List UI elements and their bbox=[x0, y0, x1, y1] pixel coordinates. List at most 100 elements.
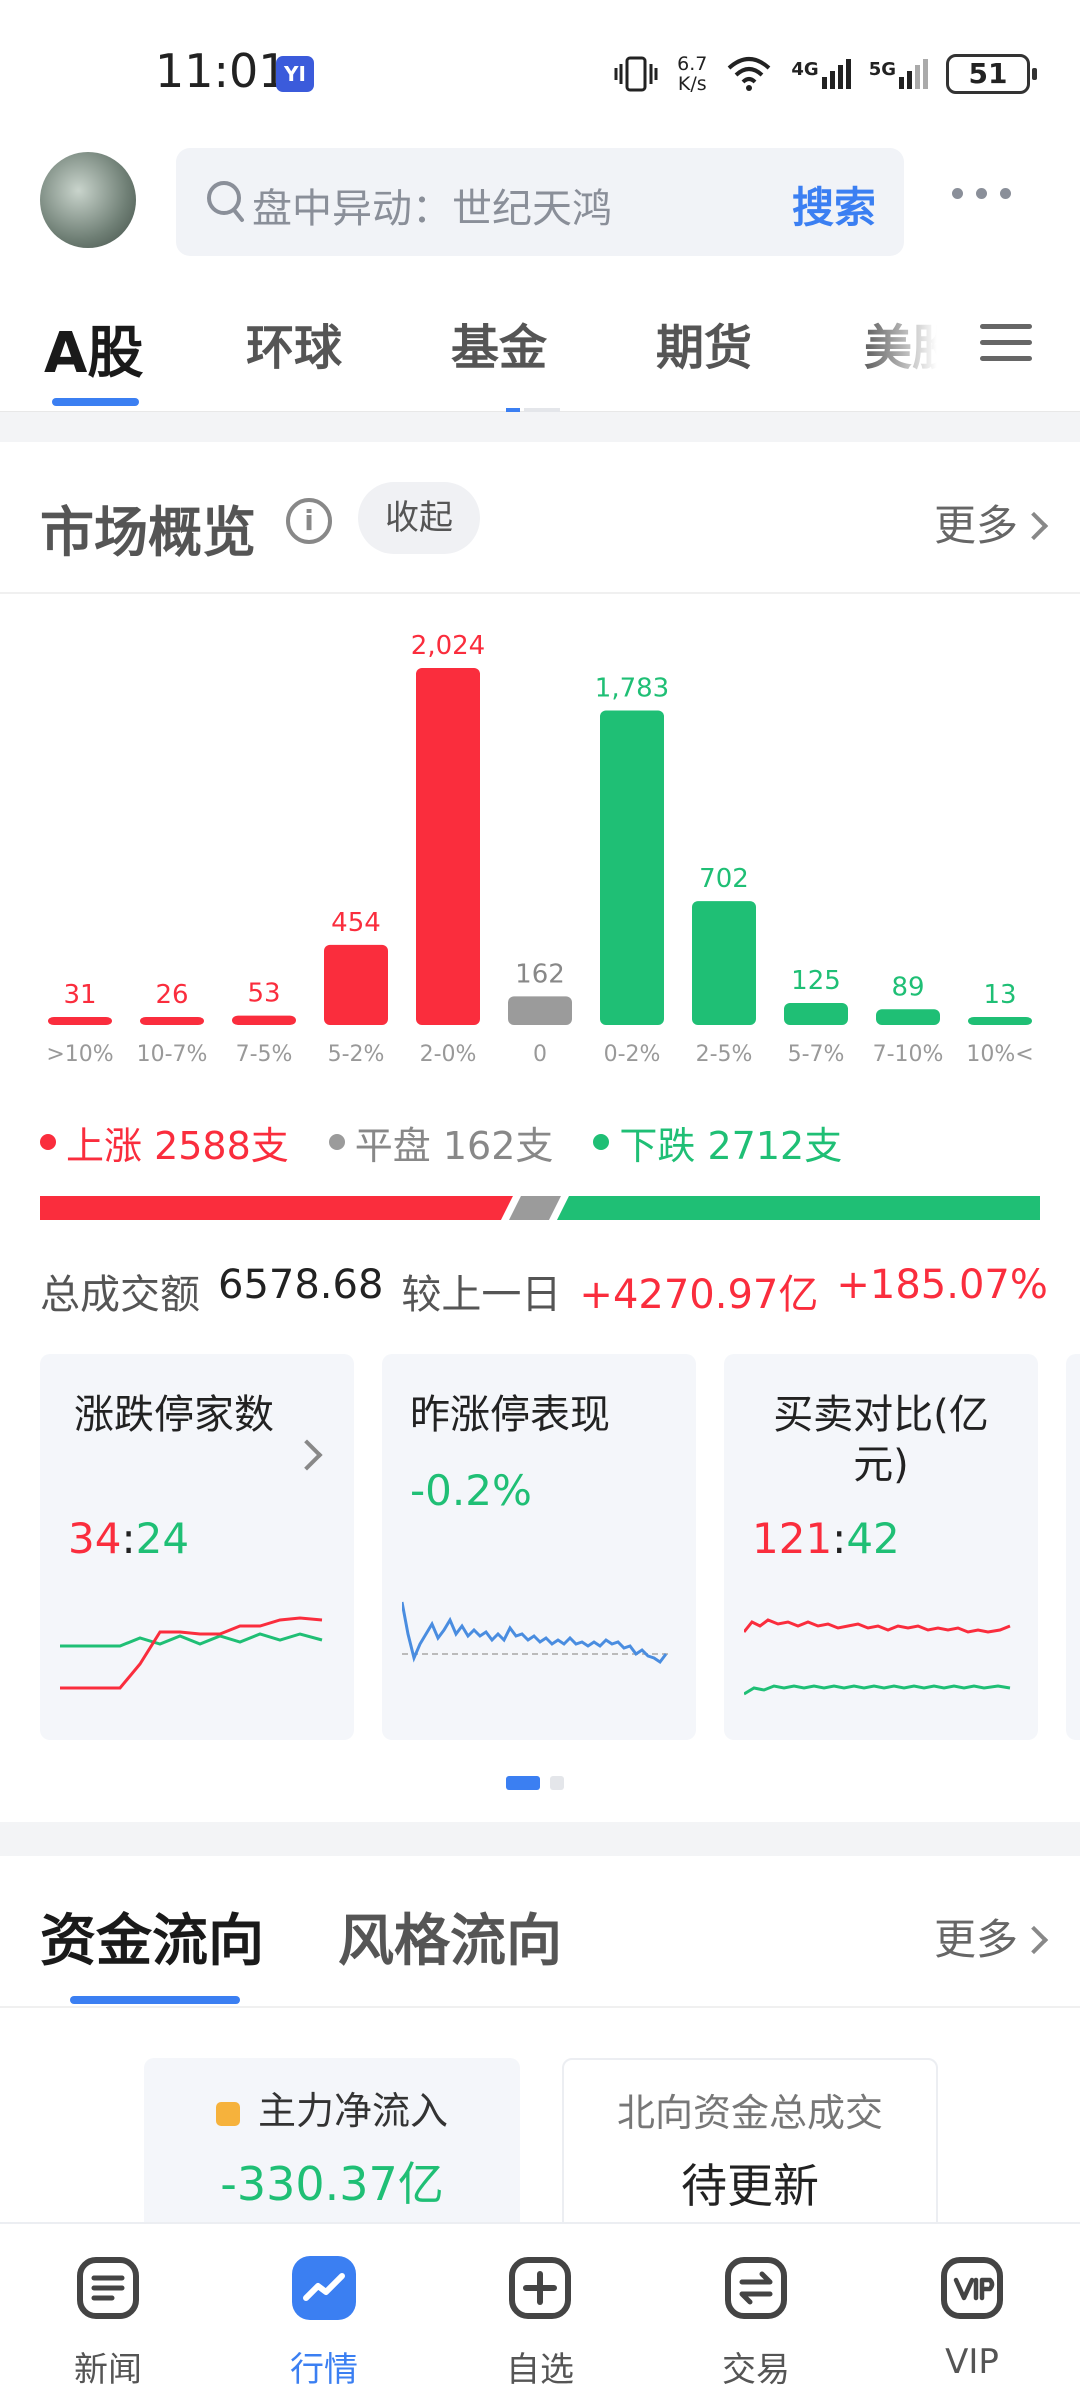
bar-6 bbox=[600, 710, 664, 1025]
nav-news[interactable]: 新闻 bbox=[0, 2224, 216, 2400]
bar-value-label-8: 125 bbox=[791, 966, 841, 996]
main-net-inflow-label: 主力净流入 bbox=[257, 2089, 448, 2133]
market-trend-icon bbox=[292, 2256, 356, 2320]
bar-value-label-3: 454 bbox=[331, 908, 381, 938]
category-label-0: >10% bbox=[46, 1042, 113, 1067]
sell-value: 42 bbox=[846, 1514, 900, 1563]
category-label-8: 5-7% bbox=[788, 1042, 845, 1067]
ratio-sep: : bbox=[121, 1514, 136, 1563]
tab-style-flow[interactable]: 风格流向 bbox=[338, 1909, 562, 1974]
rise-fall-ratio-bar bbox=[40, 1196, 1040, 1220]
battery-icon: 51 bbox=[946, 54, 1037, 94]
limit-down-count: 24 bbox=[135, 1514, 190, 1563]
tab-active-indicator bbox=[52, 398, 139, 406]
nav-vip[interactable]: VIP bbox=[864, 2224, 1080, 2400]
nav-label: 自选 bbox=[506, 2350, 574, 2390]
fall-label: 下跌 2712支 bbox=[619, 1123, 843, 1168]
tab-global[interactable]: 环球 bbox=[246, 320, 343, 376]
section-title: 市场概览 bbox=[40, 501, 256, 564]
nav-watchlist[interactable]: 自选 bbox=[432, 2224, 648, 2400]
bar-9 bbox=[876, 1009, 940, 1025]
vibrate-icon bbox=[614, 56, 658, 92]
buy-value: 121 bbox=[752, 1514, 833, 1563]
card-value: 121:42 bbox=[752, 1514, 900, 1563]
overview-more-link[interactable]: 更多 bbox=[933, 492, 1049, 553]
tab-fund[interactable]: 基金 bbox=[451, 320, 548, 376]
signal-4g-label: 4G bbox=[791, 59, 819, 80]
bar-3 bbox=[324, 944, 388, 1025]
card-title: 昨涨停表现 bbox=[410, 1392, 610, 1438]
legend-square-icon bbox=[215, 2102, 240, 2126]
limit-up-count: 34 bbox=[68, 1514, 122, 1563]
search-bar[interactable]: 盘中异动：世纪天鸿 搜索 bbox=[176, 148, 904, 256]
signal-4g-icon: 4G bbox=[791, 59, 851, 89]
flat-label: 平盘 162支 bbox=[354, 1123, 554, 1168]
card-buy-sell[interactable]: 买卖对比(亿元) 121:42 bbox=[724, 1354, 1038, 1740]
net-speed: 6.7 K/s bbox=[677, 54, 707, 94]
nav-trade[interactable]: 交易 bbox=[648, 2224, 864, 2400]
chevron-right-icon bbox=[291, 1439, 323, 1471]
nav-label: 行情 bbox=[290, 2350, 358, 2390]
exchange-icon bbox=[725, 2257, 787, 2319]
tabs-fade bbox=[860, 290, 970, 400]
compare-label: 较上一日 bbox=[401, 1272, 562, 1318]
flat-segment bbox=[508, 1196, 561, 1220]
search-button[interactable]: 搜索 bbox=[791, 183, 876, 232]
flat-stat: 平盘 162支 bbox=[328, 1115, 554, 1170]
bar-1 bbox=[140, 1017, 204, 1025]
distribution-chart: 31 >10% 26 10-7% 53 7-5% 454 5-2% 2,024 2-0% 162 0 1… bbox=[46, 631, 1033, 1067]
wifi-icon bbox=[728, 57, 771, 91]
card-title: 买卖对比(亿元) bbox=[773, 1392, 989, 1488]
bar-4 bbox=[416, 668, 480, 1025]
compare-abs: +4270.97亿 bbox=[579, 1272, 819, 1318]
chevron-right-icon bbox=[1019, 511, 1049, 541]
bar-value-label-9: 89 bbox=[891, 972, 924, 1002]
avatar[interactable] bbox=[40, 152, 136, 248]
search-placeholder[interactable]: 盘中异动：世纪天鸿 bbox=[252, 186, 612, 232]
tab-a-share[interactable]: A股 bbox=[44, 321, 144, 386]
category-label-4: 2-0% bbox=[420, 1042, 477, 1067]
limit-count-sparkline bbox=[60, 1616, 323, 1690]
rise-label: 上涨 2588支 bbox=[66, 1123, 289, 1168]
nav-market[interactable]: 行情 bbox=[216, 2224, 432, 2400]
status-bar: 11:01 YI 6.7 K/s 4G 5G bbox=[0, 0, 1080, 140]
category-label-1: 10-7% bbox=[137, 1042, 208, 1067]
rise-fall-stats: 上涨 2588支 平盘 162支 下跌 2712支 bbox=[40, 1112, 882, 1172]
bar-value-label-2: 53 bbox=[247, 979, 280, 1009]
nav-label: VIP bbox=[945, 2342, 999, 2382]
net-speed-unit: K/s bbox=[677, 73, 707, 95]
fall-segment bbox=[556, 1196, 1040, 1220]
category-label-7: 2-5% bbox=[696, 1042, 753, 1067]
status-time: 11:01 bbox=[155, 44, 288, 98]
collapse-button[interactable]: 收起 bbox=[358, 482, 480, 554]
bar-value-label-10: 13 bbox=[983, 980, 1016, 1010]
category-label-9: 7-10% bbox=[873, 1042, 944, 1067]
cards-page-indicator bbox=[506, 1776, 564, 1790]
category-label-6: 0-2% bbox=[604, 1042, 661, 1067]
overview-more-label[interactable]: 更多 bbox=[933, 501, 1018, 550]
turnover-value: 6578.68 bbox=[218, 1262, 384, 1308]
app-badge-icon: YI bbox=[276, 56, 314, 92]
bar-value-label-4: 2,024 bbox=[411, 631, 485, 661]
tab-futures[interactable]: 期货 bbox=[656, 320, 753, 376]
bar-10 bbox=[968, 1017, 1032, 1025]
tab-fund-flow[interactable]: 资金流向 bbox=[40, 1909, 264, 1974]
signal-5g-label: 5G bbox=[868, 59, 896, 80]
northbound-label: 北向资金总成交 bbox=[616, 2091, 883, 2135]
card-yesterday-limit[interactable]: 昨涨停表现 -0.2% bbox=[382, 1354, 696, 1740]
card-next-peek bbox=[1066, 1354, 1080, 1740]
tabs-page-indicator bbox=[506, 408, 520, 412]
bar-value-label-0: 31 bbox=[63, 980, 96, 1010]
info-icon[interactable]: i bbox=[286, 498, 332, 544]
app-header: 盘中异动：世纪天鸿 搜索 bbox=[0, 140, 1080, 280]
flow-more-label[interactable]: 更多 bbox=[933, 1915, 1018, 1964]
card-limit-count[interactable]: 涨跌停家数 34:24 bbox=[40, 1354, 354, 1740]
flow-more-link[interactable]: 更多 bbox=[933, 1906, 1049, 1967]
bottom-nav: 新闻 行情 自选 交易 VIP bbox=[0, 2222, 1080, 2400]
category-label-10: 10%< bbox=[966, 1042, 1033, 1067]
more-menu-icon[interactable] bbox=[952, 188, 1011, 199]
bar-5 bbox=[508, 996, 572, 1025]
nav-label: 交易 bbox=[722, 2350, 790, 2390]
bar-value-label-6: 1,783 bbox=[595, 674, 669, 704]
tab-menu-icon[interactable] bbox=[980, 320, 1032, 366]
